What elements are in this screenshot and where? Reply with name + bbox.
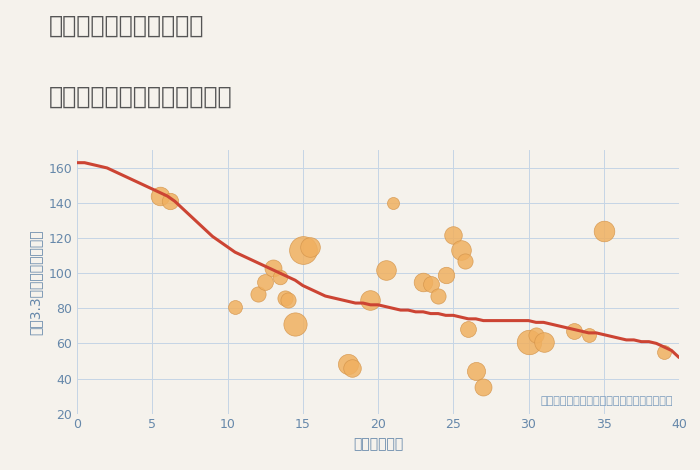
Point <box>440 271 452 279</box>
Point <box>583 331 594 338</box>
Point <box>523 338 534 345</box>
Point <box>531 331 542 338</box>
Point <box>460 257 471 265</box>
Point <box>297 247 308 254</box>
Point <box>417 278 428 286</box>
Point <box>463 326 474 333</box>
Point <box>274 273 286 281</box>
Point <box>433 292 444 300</box>
Point <box>598 227 609 235</box>
X-axis label: 築年数（年）: 築年数（年） <box>353 437 403 451</box>
Point <box>164 197 176 205</box>
Text: 円の大きさは、取引のあった物件面積を示す: 円の大きさは、取引のあった物件面積を示す <box>540 396 673 406</box>
Point <box>477 384 489 391</box>
Point <box>279 294 290 302</box>
Point <box>425 280 436 288</box>
Point <box>267 264 278 272</box>
Point <box>304 243 316 251</box>
Point <box>365 296 376 303</box>
Point <box>230 303 241 310</box>
Point <box>388 199 399 207</box>
Point <box>290 321 301 328</box>
Point <box>568 328 580 335</box>
Point <box>448 231 459 238</box>
Point <box>154 192 165 200</box>
Point <box>538 338 549 345</box>
Y-axis label: 坪（3.3㎡）単価（万円）: 坪（3.3㎡）単価（万円） <box>29 229 43 335</box>
Point <box>658 348 669 356</box>
Text: 埼玉県児玉郡神川町植竹: 埼玉県児玉郡神川町植竹 <box>49 14 204 38</box>
Point <box>346 364 358 372</box>
Point <box>455 247 466 254</box>
Point <box>380 266 391 274</box>
Text: 築年数別中古マンション価格: 築年数別中古マンション価格 <box>49 85 232 109</box>
Point <box>470 368 482 375</box>
Point <box>252 290 263 298</box>
Point <box>282 296 293 303</box>
Point <box>260 278 271 286</box>
Point <box>342 360 354 368</box>
